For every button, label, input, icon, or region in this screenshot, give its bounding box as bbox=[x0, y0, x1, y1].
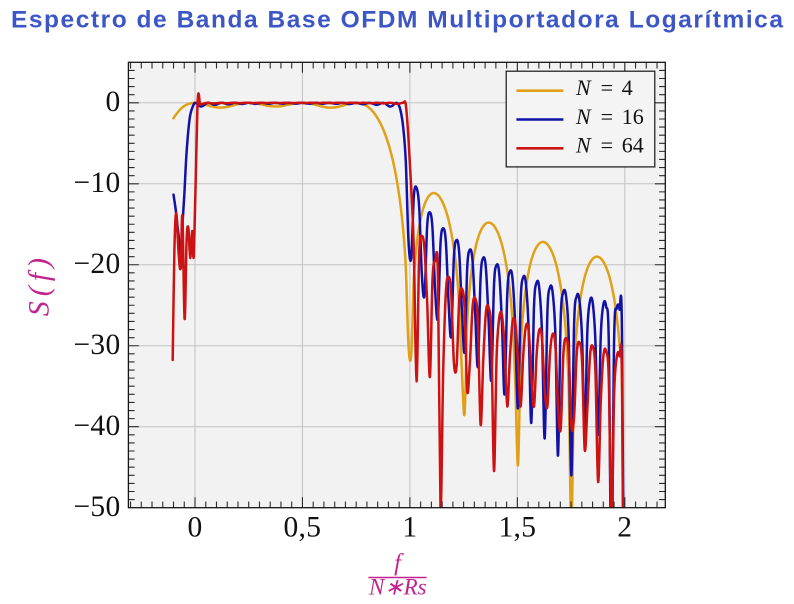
svg-text:0,5: 0,5 bbox=[284, 512, 322, 544]
svg-text:N=64: N = 64 bbox=[575, 133, 644, 158]
svg-text:S(f): S(f) bbox=[22, 253, 55, 316]
svg-text:2: 2 bbox=[617, 512, 632, 544]
svg-text:−10: −10 bbox=[73, 167, 120, 199]
svg-text:−50: −50 bbox=[73, 491, 120, 523]
svg-text:−40: −40 bbox=[73, 410, 120, 442]
svg-text:−20: −20 bbox=[73, 248, 120, 280]
svg-text:1: 1 bbox=[402, 512, 417, 544]
svg-text:N∗Rs: N∗Rs bbox=[368, 575, 427, 600]
svg-text:N=4: N = 4 bbox=[575, 75, 633, 100]
svg-text:−30: −30 bbox=[73, 329, 120, 361]
svg-text:Espectro de Banda Base OFDM Mu: Espectro de Banda Base OFDM Multiportado… bbox=[11, 7, 783, 34]
svg-text:N=16: N = 16 bbox=[575, 104, 644, 129]
svg-text:f: f bbox=[394, 550, 404, 577]
svg-text:1,5: 1,5 bbox=[499, 512, 537, 544]
svg-text:0: 0 bbox=[187, 512, 202, 544]
svg-text:0: 0 bbox=[105, 86, 120, 118]
